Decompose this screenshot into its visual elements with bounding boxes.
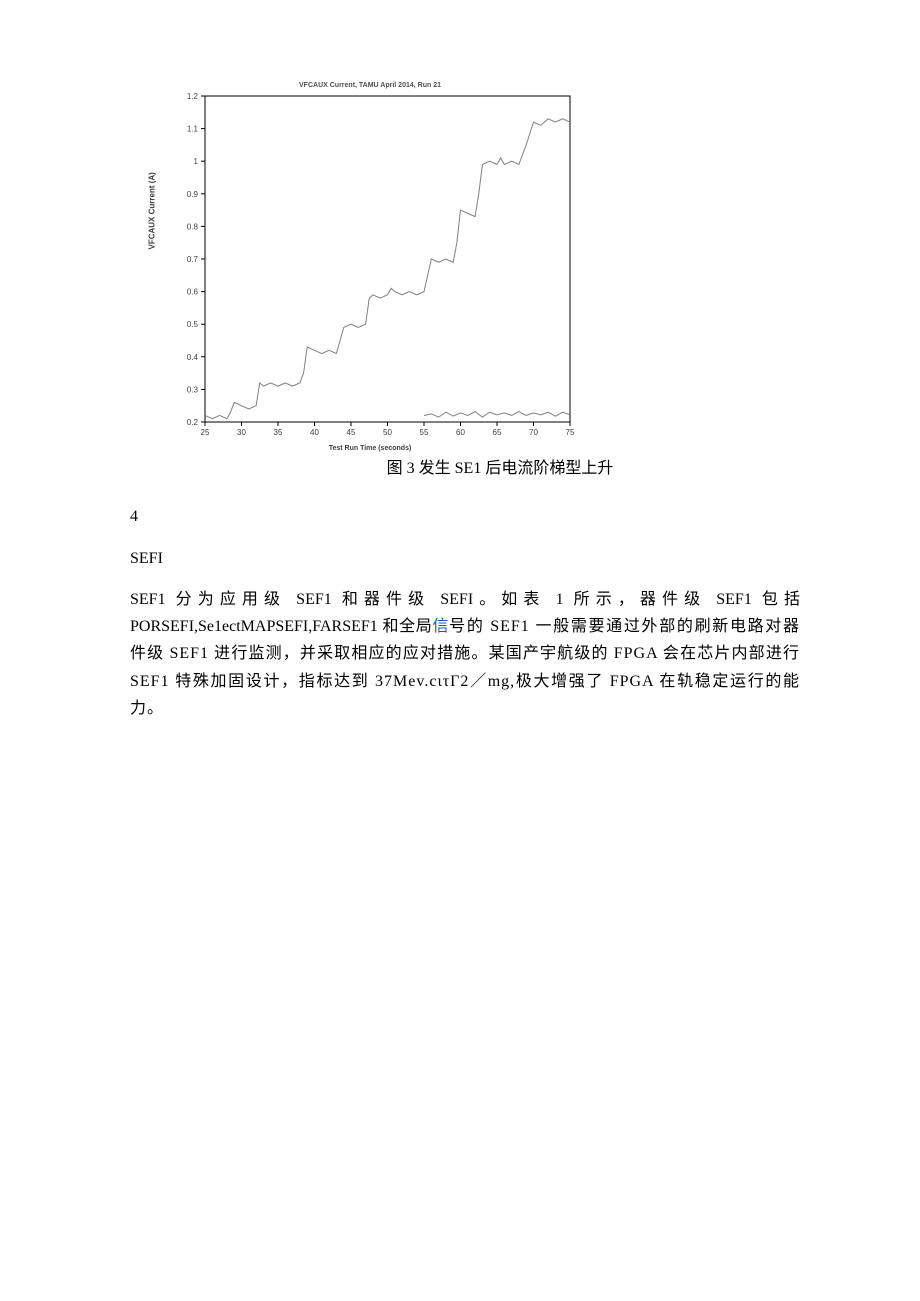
section-number: 4 xyxy=(130,508,800,526)
svg-text:1: 1 xyxy=(194,157,199,166)
svg-text:0.4: 0.4 xyxy=(187,353,199,362)
body-text-highlight: 信 xyxy=(432,618,449,635)
figure-caption: 图 3 发生 SE1 后电流阶梯型上升 xyxy=(200,454,800,478)
svg-text:60: 60 xyxy=(456,428,465,437)
svg-text:30: 30 xyxy=(237,428,246,437)
svg-text:0.9: 0.9 xyxy=(187,190,199,199)
svg-text:1.1: 1.1 xyxy=(187,125,199,134)
chart-ylabel: VFCAUX Current (A) xyxy=(148,172,157,249)
svg-text:0.8: 0.8 xyxy=(187,222,199,231)
svg-text:25: 25 xyxy=(201,428,210,437)
svg-text:65: 65 xyxy=(493,428,502,437)
chart-container: VFCAUX Current, TAMU April 2014, Run 21 … xyxy=(160,80,580,450)
chart-svg: 25 30 35 40 45 50 55 60 65 70 75 0.2 0.3 0.4 0.5 0.6 0.7… xyxy=(160,80,580,450)
svg-text:55: 55 xyxy=(420,428,429,437)
chart-title: VFCAUX Current, TAMU April 2014, Run 21 xyxy=(160,82,580,89)
svg-text:0.2: 0.2 xyxy=(187,418,199,427)
svg-text:50: 50 xyxy=(383,428,392,437)
svg-text:75: 75 xyxy=(566,428,575,437)
svg-text:0.7: 0.7 xyxy=(187,255,199,264)
svg-text:40: 40 xyxy=(310,428,319,437)
chart-xlabel: Test Run Time (seconds) xyxy=(160,445,580,452)
svg-text:35: 35 xyxy=(274,428,283,437)
svg-text:0.3: 0.3 xyxy=(187,385,199,394)
svg-text:1.2: 1.2 xyxy=(187,92,199,101)
body-paragraph: SEF1 分为应用级 SEF1 和器件级 SEFI。如表 1 所示，器件级 SE… xyxy=(130,586,800,722)
section-heading: SEFI xyxy=(130,550,800,568)
svg-text:70: 70 xyxy=(529,428,538,437)
svg-text:45: 45 xyxy=(347,428,356,437)
svg-text:0.6: 0.6 xyxy=(187,288,199,297)
svg-text:0.5: 0.5 xyxy=(187,320,199,329)
